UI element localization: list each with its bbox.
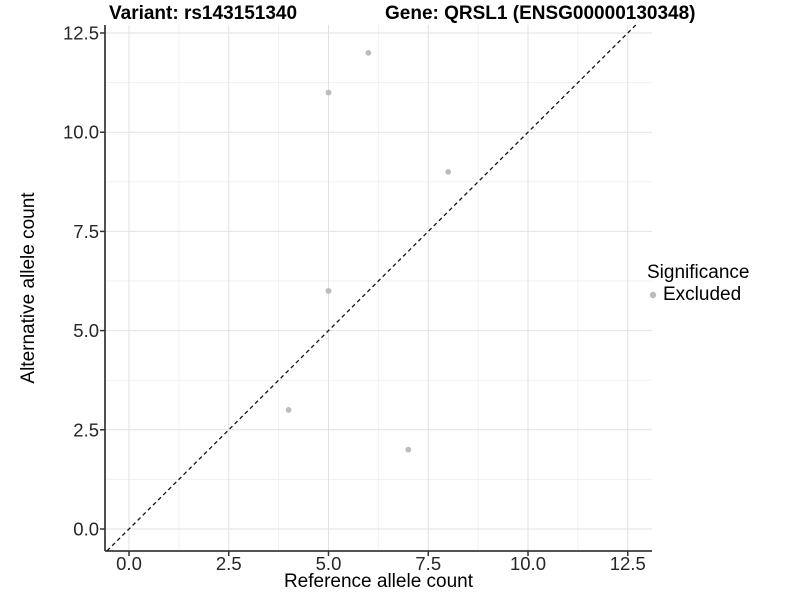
y-tick-label: 12.5 [63,23,99,44]
x-tick-label: 7.5 [415,553,441,574]
y-tick-label: 2.5 [73,419,99,440]
y-axis-title: Alternative allele count [18,192,39,384]
x-tick-label: 2.5 [216,553,242,574]
x-tick-label: 0.0 [116,553,142,574]
legend-item-label: Excluded [663,284,742,305]
legend-item-excluded: Excluded [647,284,749,305]
x-tick-label: 12.5 [610,553,646,574]
legend-point-icon [649,291,657,298]
y-tick-label: 7.5 [73,221,99,242]
x-tick-label: 10.0 [510,553,546,574]
y-tick-label: 5.0 [73,320,99,341]
legend-title: Significance [647,262,750,283]
legend: Significance Excluded [647,262,749,305]
x-axis-title: Reference allele count [283,571,474,592]
data-point [325,288,332,294]
data-point [405,446,412,453]
y-tick-label: 10.0 [63,122,99,143]
identity-reference-line [106,24,637,552]
x-tick-label: 5.0 [316,553,342,574]
data-point [325,89,332,96]
data-point [285,407,292,413]
data-point [445,168,452,175]
y-tick-label: 0.0 [73,519,99,540]
data-point [365,49,372,56]
plot-title-gene: Gene: QRSL1 (ENSG00000130348) [385,3,696,24]
plot-title-variant: Variant: rs143151340 [109,3,298,24]
